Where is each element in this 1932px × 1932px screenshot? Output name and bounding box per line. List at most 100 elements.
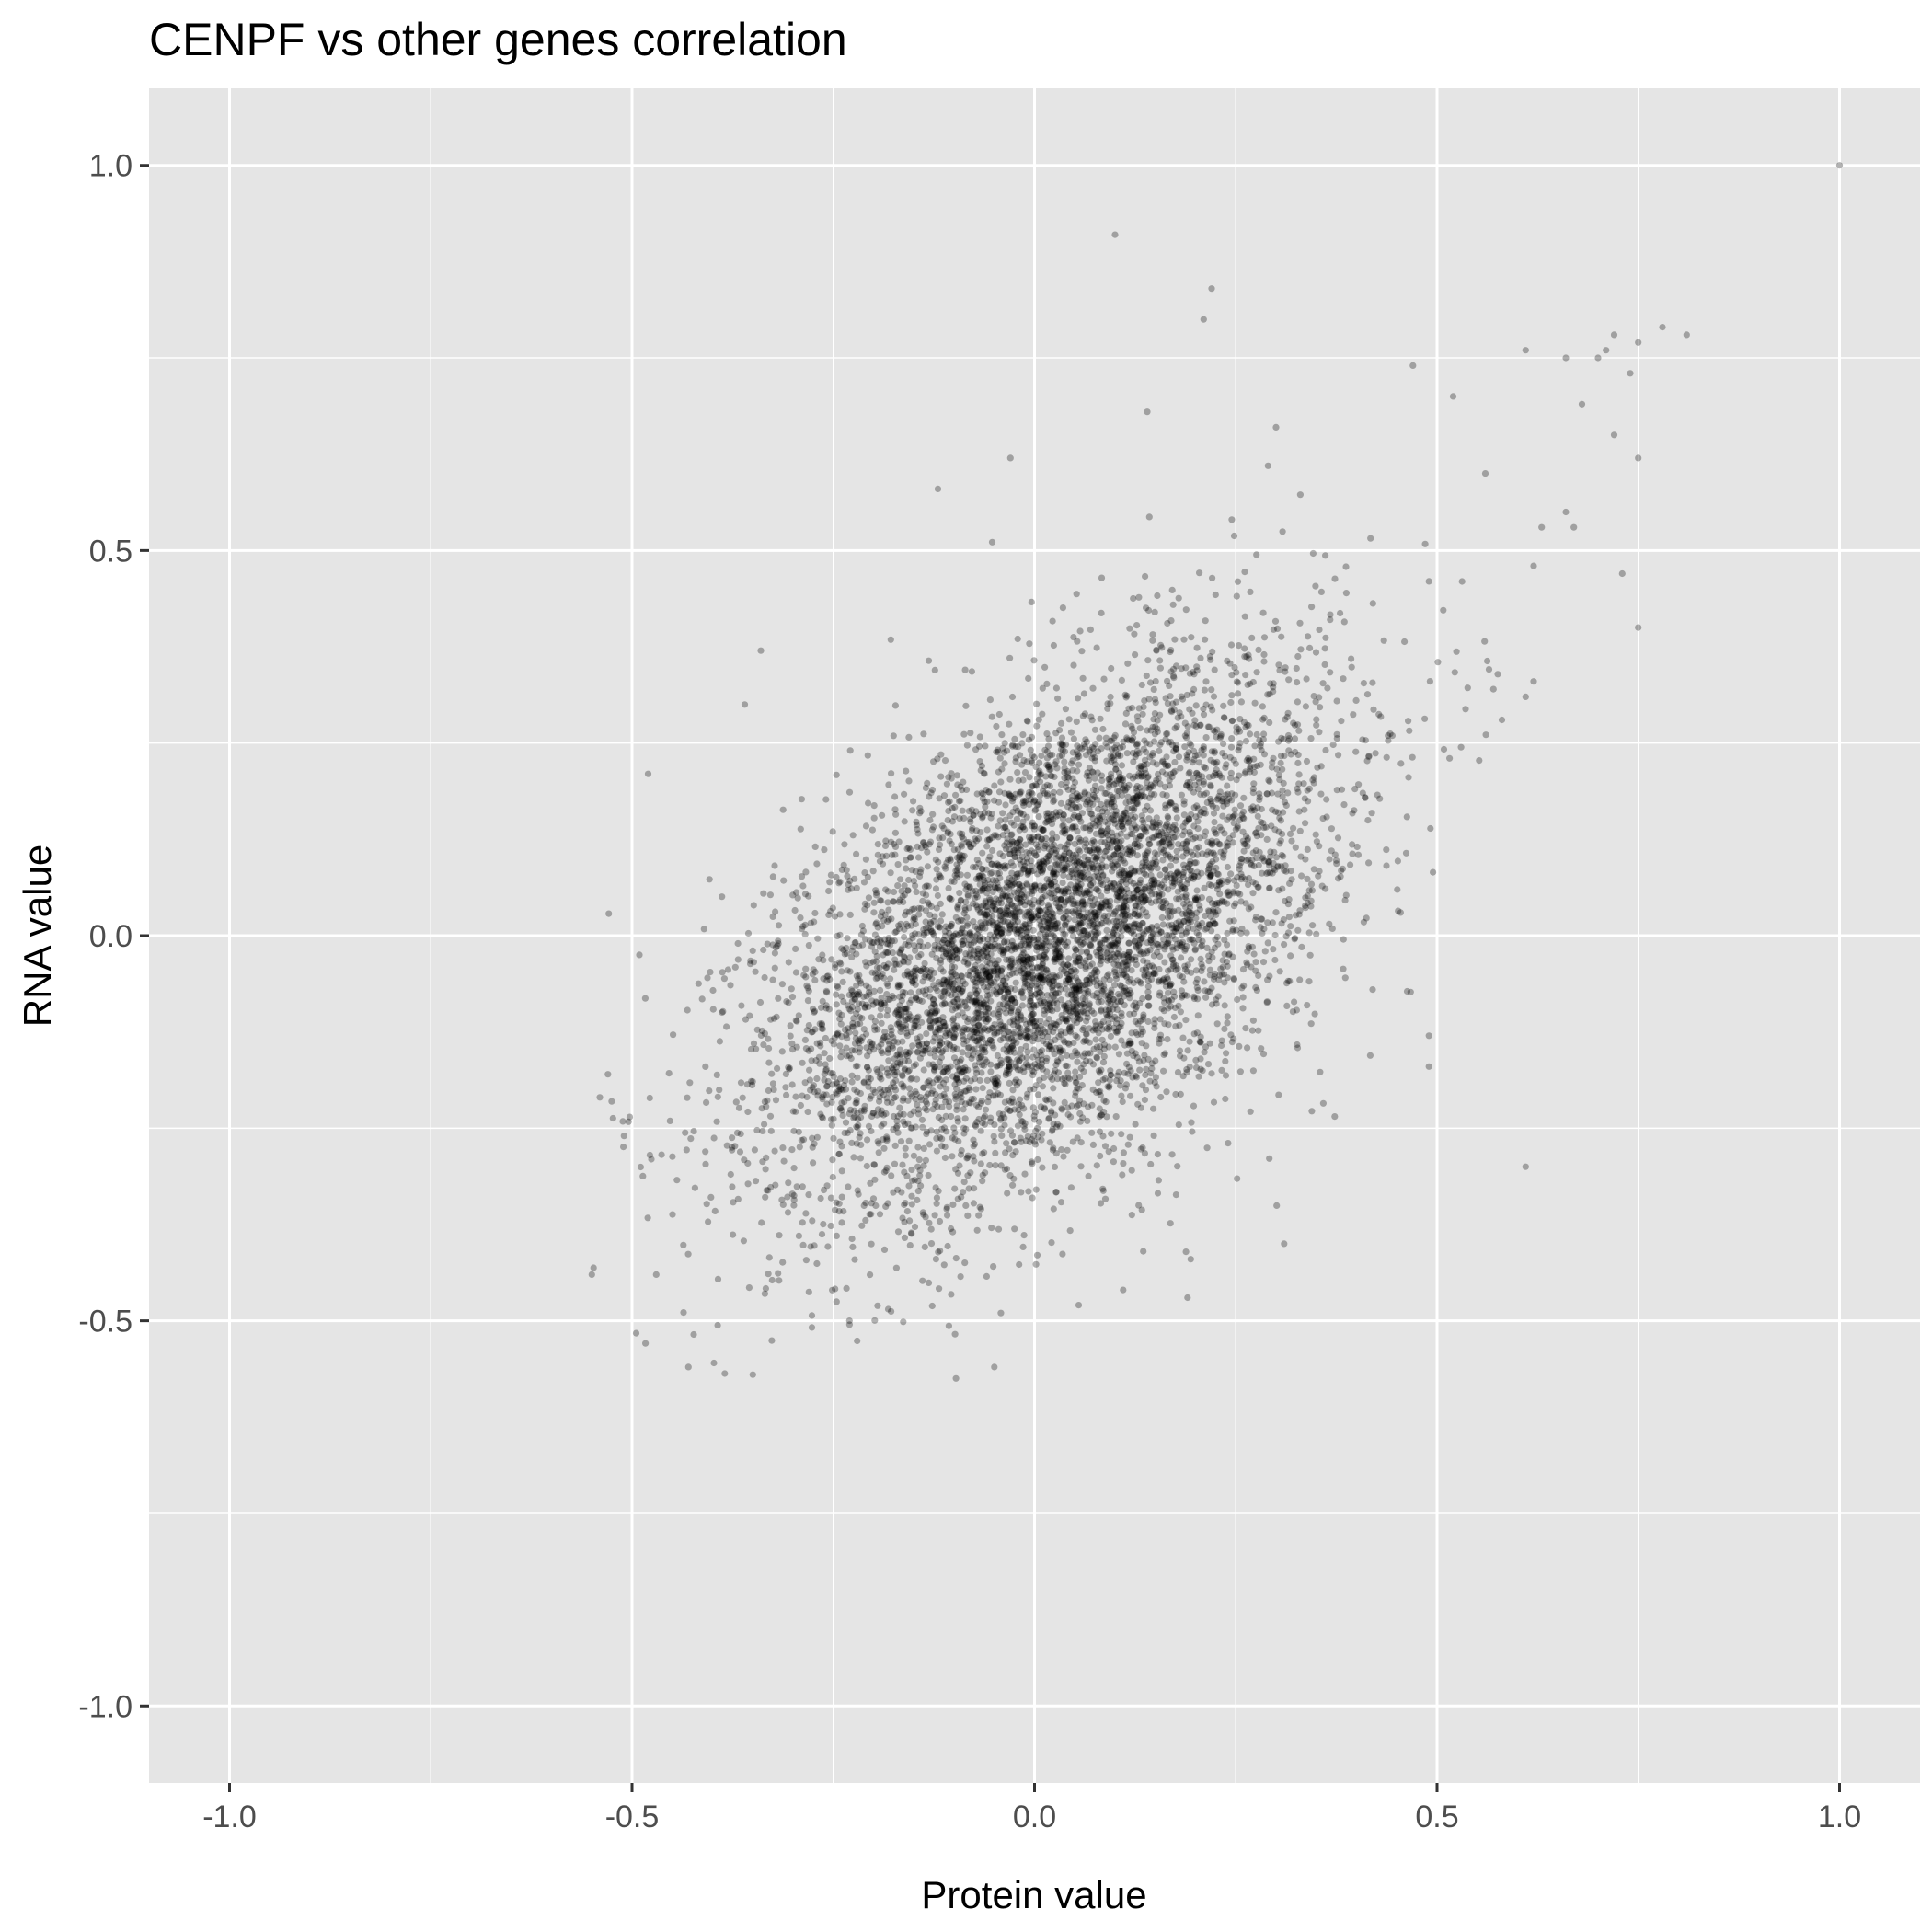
scatter-point (1087, 810, 1095, 817)
scatter-point (1033, 700, 1041, 707)
scatter-point (897, 1061, 904, 1068)
scatter-point (995, 942, 1002, 949)
scatter-point (977, 887, 984, 895)
scatter-point (700, 926, 707, 933)
scatter-point (976, 880, 983, 889)
scatter-point (652, 1271, 660, 1278)
scatter-point (1007, 1007, 1015, 1015)
scatter-point (1342, 563, 1350, 570)
scatter-point (1213, 1020, 1221, 1028)
scatter-point (1230, 976, 1237, 983)
scatter-point (902, 941, 909, 949)
scatter-point (1294, 926, 1302, 934)
scatter-point (972, 1086, 980, 1093)
scatter-point (1236, 772, 1243, 779)
scatter-point (952, 791, 960, 799)
scatter-point (986, 978, 995, 985)
scatter-point (1213, 838, 1221, 845)
scatter-point (1315, 872, 1322, 880)
scatter-point (1403, 813, 1410, 821)
scatter-point (1193, 929, 1201, 937)
scatter-point (1057, 780, 1065, 788)
scatter-point (955, 798, 963, 805)
scatter-point (1099, 725, 1107, 733)
scatter-point (967, 991, 974, 998)
scatter-point (940, 824, 948, 833)
scatter-point (954, 845, 961, 853)
scatter-point (808, 1312, 816, 1319)
scatter-point (1087, 942, 1095, 950)
scatter-point (926, 1082, 933, 1089)
scatter-point (984, 946, 992, 953)
scatter-point (783, 998, 790, 1006)
scatter-point (907, 1229, 915, 1236)
scatter-point (1269, 806, 1276, 813)
scatter-point (762, 1193, 769, 1201)
scatter-point (1024, 1025, 1031, 1032)
scatter-point (1071, 995, 1078, 1003)
scatter-point (1079, 897, 1087, 904)
scatter-point (896, 1104, 903, 1111)
scatter-point (1220, 740, 1227, 748)
scatter-point (1149, 929, 1156, 937)
scatter-point (1020, 949, 1028, 957)
scatter-point (1167, 966, 1175, 973)
scatter-point (684, 1250, 692, 1258)
scatter-point (944, 1242, 951, 1250)
scatter-point (1139, 1082, 1146, 1089)
scatter-point (950, 1034, 958, 1041)
scatter-point (1036, 1118, 1043, 1126)
scatter-point (945, 983, 952, 991)
scatter-point (926, 793, 933, 800)
scatter-point (1187, 1256, 1194, 1263)
scatter-point (1331, 575, 1339, 582)
scatter-point (963, 742, 971, 749)
scatter-point (995, 967, 1002, 974)
scatter-point (811, 1140, 818, 1147)
scatter-point (778, 1048, 786, 1055)
scatter-point (1359, 736, 1366, 743)
scatter-point (939, 968, 947, 975)
scatter-point (1165, 989, 1172, 996)
scatter-point (940, 1261, 948, 1269)
scatter-point (1039, 866, 1046, 873)
scatter-point (1202, 912, 1209, 920)
scatter-point (978, 865, 986, 873)
scatter-point (1216, 891, 1224, 898)
scatter-point (1193, 644, 1201, 651)
scatter-point (1084, 769, 1091, 776)
scatter-point (875, 1140, 882, 1147)
scatter-point (1074, 1001, 1081, 1008)
scatter-point (961, 1115, 969, 1122)
scatter-point (848, 1078, 856, 1086)
scatter-point (1160, 1007, 1167, 1015)
scatter-point (914, 1101, 921, 1109)
scatter-point (1146, 679, 1155, 686)
scatter-point (968, 668, 975, 675)
scatter-point (770, 1086, 777, 1093)
scatter-point (874, 935, 881, 942)
scatter-point (1043, 818, 1051, 825)
scatter-point (1058, 740, 1065, 747)
scatter-point (1021, 1125, 1029, 1133)
scatter-point (772, 1097, 780, 1104)
scatter-point (1310, 779, 1317, 787)
scatter-point (811, 909, 819, 917)
scatter-point (833, 1232, 841, 1239)
scatter-point (905, 777, 913, 785)
scatter-point (1248, 807, 1256, 814)
scatter-point (949, 963, 956, 971)
scatter-point (1193, 845, 1201, 853)
scatter-point (962, 1125, 970, 1133)
scatter-point (835, 1208, 843, 1215)
scatter-point (1028, 888, 1035, 895)
scatter-point (1179, 1034, 1187, 1041)
scatter-point (932, 856, 939, 864)
scatter-point (1019, 823, 1027, 831)
scatter-point (1127, 913, 1134, 920)
scatter-point (1295, 911, 1303, 918)
scatter-point (872, 920, 880, 928)
scatter-point (1149, 637, 1156, 644)
scatter-point (1199, 1067, 1206, 1075)
scatter-point (1322, 746, 1329, 754)
